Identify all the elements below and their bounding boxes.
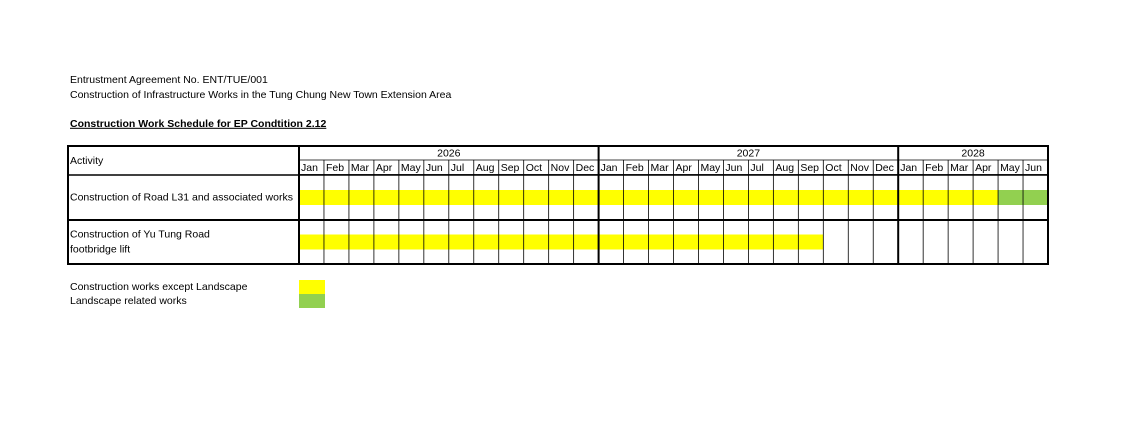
month-label: Oct bbox=[526, 162, 542, 174]
month-label: Mar bbox=[351, 162, 370, 174]
month-label: Feb bbox=[326, 162, 344, 174]
activity-header: Activity bbox=[70, 155, 104, 167]
legend-label: Landscape related works bbox=[70, 295, 187, 307]
schedule-bar bbox=[299, 234, 824, 250]
month-label: May bbox=[1000, 162, 1021, 174]
month-label: Dec bbox=[576, 162, 595, 174]
header-line: Construction of Infrastructure Works in … bbox=[70, 89, 451, 101]
month-label: Jun bbox=[725, 162, 742, 174]
month-label: Jun bbox=[426, 162, 443, 174]
header-line: Entrustment Agreement No. ENT/TUE/001 bbox=[70, 74, 268, 86]
month-label: May bbox=[401, 162, 422, 174]
month-label: Sep bbox=[501, 162, 520, 174]
month-label: Jan bbox=[601, 162, 618, 174]
month-label: Feb bbox=[925, 162, 943, 174]
month-label: Feb bbox=[626, 162, 644, 174]
month-label: Aug bbox=[775, 162, 794, 174]
year-label: 2028 bbox=[961, 147, 985, 159]
month-label: Oct bbox=[825, 162, 841, 174]
month-label: Apr bbox=[376, 162, 393, 174]
title: Construction Work Schedule for EP Condti… bbox=[70, 118, 326, 130]
legend-swatch bbox=[299, 294, 325, 308]
month-label: Dec bbox=[875, 162, 894, 174]
month-label: Jan bbox=[900, 162, 917, 174]
month-label: Apr bbox=[975, 162, 992, 174]
month-label: Mar bbox=[950, 162, 969, 174]
month-label: Jan bbox=[301, 162, 318, 174]
month-label: Nov bbox=[551, 162, 570, 174]
activity-label: footbridge lift bbox=[70, 243, 130, 255]
table-border bbox=[67, 145, 1049, 265]
legend-label: Construction works except Landscape bbox=[70, 281, 248, 293]
month-label: Jul bbox=[750, 162, 763, 174]
activity-label: Construction of Yu Tung Road bbox=[70, 228, 210, 240]
month-label: Jul bbox=[451, 162, 464, 174]
activity-label: Construction of Road L31 and associated … bbox=[70, 191, 293, 203]
month-label: Apr bbox=[676, 162, 693, 174]
month-label: Aug bbox=[476, 162, 495, 174]
month-label: Jun bbox=[1025, 162, 1042, 174]
month-label: Mar bbox=[651, 162, 670, 174]
month-label: May bbox=[700, 162, 721, 174]
year-label: 2026 bbox=[437, 147, 461, 159]
month-label: Sep bbox=[800, 162, 819, 174]
year-label: 2027 bbox=[737, 147, 761, 159]
legend-swatch bbox=[299, 280, 325, 294]
month-label: Nov bbox=[850, 162, 869, 174]
